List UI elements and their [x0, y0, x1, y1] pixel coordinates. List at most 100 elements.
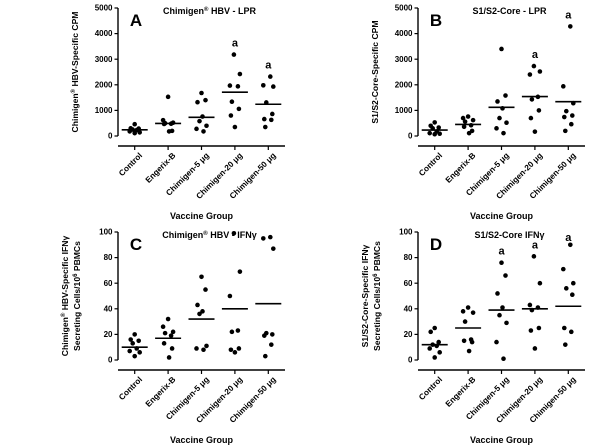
data-point: [165, 316, 171, 322]
data-point: [465, 305, 471, 310]
data-point: [569, 121, 574, 127]
y-tick-label: 2000: [95, 80, 113, 89]
panel-title: S1/S2-Core - LPR: [472, 6, 547, 16]
data-point: [427, 130, 432, 136]
data-point: [231, 230, 237, 236]
significance-marker: a: [265, 60, 272, 72]
data-point: [203, 287, 208, 292]
y-tick-label: 1000: [95, 106, 113, 115]
data-point: [536, 325, 542, 331]
y-tick-label: 100: [99, 228, 113, 237]
data-point: [500, 305, 505, 310]
panel-letter: B: [430, 11, 442, 30]
y-tick-label: 40: [404, 304, 413, 313]
data-point: [432, 325, 437, 331]
data-point: [462, 119, 468, 124]
panel-b-plot: 0 1000 2000 3000 4000 5000 S1/S2-Core-Specific…: [370, 4, 585, 221]
y-tick-label: 0: [108, 132, 113, 141]
data-point: [197, 311, 202, 317]
data-point: [166, 355, 172, 360]
data-point: [128, 337, 133, 342]
data-point: [271, 246, 276, 251]
data-point: [136, 338, 141, 344]
data-point: [160, 324, 166, 330]
data-point: [497, 312, 502, 318]
data-point: [263, 353, 268, 359]
data-point: [564, 108, 569, 114]
data-point: [532, 129, 538, 134]
data-point: [461, 124, 467, 130]
y-tick-label: 0: [408, 132, 413, 141]
significance-marker: a: [232, 38, 239, 50]
data-point: [531, 254, 537, 259]
data-point: [232, 124, 238, 130]
x-axis-title: Vaccine Group: [170, 435, 234, 445]
data-point: [465, 114, 471, 119]
panel-letter: D: [430, 235, 442, 254]
significance-marker: a: [565, 232, 572, 244]
data-point: [503, 93, 508, 98]
data-point: [504, 120, 509, 125]
data-point: [229, 329, 235, 335]
data-point: [461, 338, 467, 344]
data-point: [570, 113, 575, 118]
data-point: [231, 52, 237, 57]
x-category-label: Control: [417, 375, 444, 402]
x-axis-title: Vaccine Group: [470, 435, 534, 445]
x-category-label: Control: [417, 151, 444, 178]
y-tick-label: 2000: [395, 80, 413, 89]
data-point: [169, 346, 175, 351]
data-point: [268, 74, 273, 79]
panel-d-plot: 0 20 40 60 80 100 S1/S2-Core-Specific IFNγ Secr…: [360, 228, 585, 445]
data-point: [235, 84, 241, 89]
data-point: [494, 339, 499, 345]
data-point: [562, 114, 567, 120]
data-point: [432, 131, 437, 137]
panel-c: 0 20 40 60 80 100 Chimigen® HBV-Specific IFNγ S…: [0, 224, 300, 447]
data-point: [529, 97, 535, 102]
data-point: [563, 128, 568, 134]
data-point: [469, 339, 475, 345]
data-point: [568, 24, 573, 29]
y-tick-label: 80: [104, 253, 113, 262]
y-tick-label: 100: [399, 228, 413, 237]
data-point: [460, 309, 466, 314]
data-point: [132, 332, 137, 337]
panel-a-plot: 0 1000 2000 3000 4000 5000 Chimigen® HBV-Speci…: [70, 4, 285, 221]
data-point: [162, 330, 168, 336]
data-point: [432, 355, 437, 360]
x-category-label: Engerix-B: [444, 375, 478, 409]
y-axis-title-line2: Secreting Cells/106 PBMCs: [72, 241, 82, 351]
y-tick-label: 5000: [95, 4, 113, 13]
y-tick-label: 0: [108, 356, 113, 365]
data-point: [570, 292, 575, 298]
x-axis-title: Vaccine Group: [170, 211, 234, 221]
significance-marker: a: [532, 49, 539, 61]
panel-a: 0 1000 2000 3000 4000 5000 Chimigen® HBV-Speci…: [0, 0, 300, 223]
data-point: [462, 319, 468, 324]
panel-b: 0 1000 2000 3000 4000 5000 S1/S2-Core-Specific…: [300, 0, 600, 223]
data-point: [263, 124, 268, 130]
data-point: [495, 291, 500, 296]
data-point: [232, 350, 238, 355]
y-tick-label: 40: [104, 304, 113, 313]
data-point: [466, 348, 472, 354]
data-point: [527, 302, 533, 308]
data-point: [528, 328, 534, 333]
data-point: [262, 116, 267, 122]
y-tick-label: 80: [404, 253, 413, 262]
data-point: [261, 83, 266, 88]
data-point: [199, 274, 204, 280]
y-axis-title-line2: Secreting Cells/106 PBMCs: [372, 241, 382, 351]
data-point: [228, 347, 234, 353]
data-point: [563, 342, 568, 347]
data-point: [466, 130, 472, 136]
data-point: [199, 90, 204, 96]
data-point: [504, 320, 509, 326]
data-point: [436, 339, 441, 345]
x-category-label: Control: [117, 151, 144, 178]
data-point: [204, 123, 209, 129]
data-point: [237, 71, 243, 77]
data-point: [229, 99, 235, 104]
